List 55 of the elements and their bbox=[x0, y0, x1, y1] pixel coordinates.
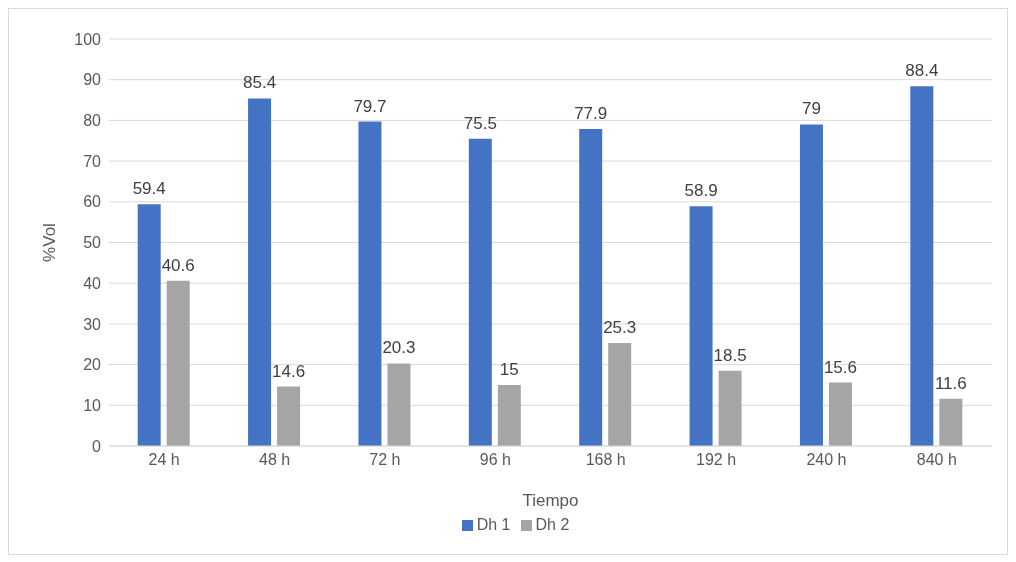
bar bbox=[137, 204, 161, 446]
legend-label: Dh 1 bbox=[476, 516, 511, 533]
x-tick-label: 840 h bbox=[916, 451, 957, 469]
y-tick-label: 50 bbox=[83, 234, 102, 252]
bar bbox=[497, 384, 521, 446]
x-tick-label: 96 h bbox=[479, 451, 511, 469]
y-tick-label: 10 bbox=[83, 396, 102, 414]
x-tick-label: 168 h bbox=[585, 451, 626, 469]
y-tick-label: 20 bbox=[83, 356, 102, 374]
bar bbox=[718, 370, 742, 446]
y-tick-label: 70 bbox=[83, 152, 102, 170]
data-label: 25.3 bbox=[603, 318, 637, 338]
data-label: 58.9 bbox=[684, 181, 718, 201]
bar bbox=[799, 124, 823, 446]
data-label: 14.6 bbox=[272, 361, 306, 381]
bar bbox=[166, 280, 190, 446]
data-label: 85.4 bbox=[243, 73, 277, 93]
bar bbox=[608, 343, 632, 446]
bar bbox=[387, 363, 411, 446]
y-axis-title: %Vol bbox=[40, 223, 60, 262]
bar bbox=[910, 86, 934, 446]
data-label: 79 bbox=[801, 99, 821, 119]
data-label: 40.6 bbox=[161, 255, 195, 275]
data-label: 59.4 bbox=[132, 179, 166, 199]
x-tick-label: 72 h bbox=[369, 451, 401, 469]
bar bbox=[277, 386, 301, 446]
y-tick-label: 60 bbox=[83, 193, 102, 211]
y-tick-label: 30 bbox=[83, 315, 102, 333]
data-label: 18.5 bbox=[713, 345, 747, 365]
bar bbox=[248, 98, 272, 446]
data-label: 15 bbox=[499, 359, 519, 379]
data-label: 15.6 bbox=[823, 357, 857, 377]
y-tick-label: 0 bbox=[92, 437, 102, 455]
bar bbox=[689, 206, 713, 446]
data-label: 88.4 bbox=[905, 61, 939, 81]
y-tick-label: 40 bbox=[83, 274, 102, 292]
legend-label: Dh 2 bbox=[535, 516, 570, 533]
data-label: 77.9 bbox=[574, 103, 608, 123]
data-label: 20.3 bbox=[382, 338, 416, 358]
bar bbox=[468, 138, 492, 446]
x-tick-label: 48 h bbox=[258, 451, 291, 469]
data-label: 79.7 bbox=[353, 96, 387, 116]
data-label: 75.5 bbox=[463, 113, 497, 133]
bar bbox=[939, 398, 963, 446]
y-tick-label: 80 bbox=[83, 112, 102, 130]
data-label: 11.6 bbox=[934, 373, 967, 393]
bar bbox=[358, 121, 382, 446]
bar bbox=[579, 128, 603, 446]
bar bbox=[828, 382, 852, 446]
y-tick-label: 90 bbox=[83, 71, 102, 89]
x-axis-title: Tiempo bbox=[522, 491, 579, 510]
x-tick-label: 240 h bbox=[806, 451, 847, 469]
x-tick-label: 24 h bbox=[148, 451, 180, 469]
y-tick-label: 100 bbox=[74, 30, 102, 48]
x-tick-label: 192 h bbox=[696, 451, 737, 469]
